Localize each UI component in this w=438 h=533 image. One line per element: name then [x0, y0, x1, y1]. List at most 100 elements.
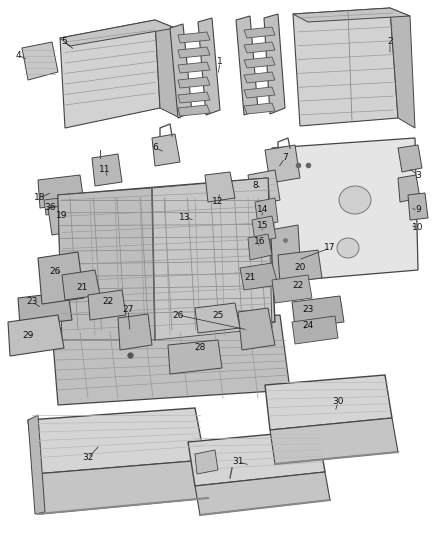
- Polygon shape: [152, 178, 272, 340]
- Polygon shape: [293, 8, 410, 22]
- Text: 26: 26: [49, 268, 61, 277]
- Text: 21: 21: [244, 273, 256, 282]
- Polygon shape: [178, 92, 210, 103]
- Polygon shape: [398, 175, 420, 202]
- Ellipse shape: [339, 186, 371, 214]
- Polygon shape: [240, 263, 278, 290]
- Polygon shape: [265, 375, 392, 430]
- Text: 10: 10: [412, 223, 424, 232]
- Text: 12: 12: [212, 198, 224, 206]
- Text: 6: 6: [152, 143, 158, 152]
- Polygon shape: [62, 270, 100, 300]
- Polygon shape: [22, 42, 58, 80]
- Text: 19: 19: [56, 211, 68, 220]
- Polygon shape: [270, 225, 302, 298]
- Polygon shape: [28, 408, 205, 474]
- Polygon shape: [178, 77, 210, 88]
- Polygon shape: [198, 18, 220, 115]
- Polygon shape: [168, 340, 222, 374]
- Polygon shape: [8, 315, 64, 356]
- Polygon shape: [178, 105, 210, 116]
- Polygon shape: [155, 20, 180, 118]
- Polygon shape: [60, 20, 160, 128]
- Polygon shape: [178, 32, 210, 43]
- Polygon shape: [255, 198, 278, 226]
- Polygon shape: [278, 250, 322, 283]
- Text: 16: 16: [254, 238, 266, 246]
- Polygon shape: [38, 175, 84, 208]
- Text: 23: 23: [302, 305, 314, 314]
- Polygon shape: [88, 290, 126, 320]
- Text: 4: 4: [15, 51, 21, 60]
- Polygon shape: [265, 145, 300, 183]
- Polygon shape: [48, 202, 94, 235]
- Text: 27: 27: [122, 305, 134, 314]
- Text: 30: 30: [332, 398, 344, 407]
- Polygon shape: [195, 472, 330, 515]
- Polygon shape: [44, 197, 70, 215]
- Polygon shape: [252, 216, 276, 242]
- Text: 31: 31: [232, 457, 244, 466]
- Polygon shape: [18, 292, 72, 326]
- Polygon shape: [272, 275, 312, 303]
- Polygon shape: [236, 16, 258, 115]
- Polygon shape: [58, 178, 275, 340]
- Polygon shape: [272, 138, 418, 282]
- Text: 3: 3: [415, 171, 421, 180]
- Text: 24: 24: [302, 320, 314, 329]
- Polygon shape: [118, 314, 152, 350]
- Text: 9: 9: [415, 206, 421, 214]
- Text: 29: 29: [22, 330, 34, 340]
- Polygon shape: [178, 62, 210, 73]
- Text: 28: 28: [194, 343, 206, 352]
- Polygon shape: [244, 87, 275, 98]
- Polygon shape: [152, 134, 180, 166]
- Polygon shape: [52, 315, 290, 405]
- Polygon shape: [244, 57, 275, 68]
- Polygon shape: [58, 188, 155, 340]
- Polygon shape: [195, 450, 218, 474]
- Polygon shape: [178, 47, 210, 58]
- Text: 5: 5: [61, 37, 67, 46]
- Polygon shape: [408, 193, 428, 220]
- Text: 11: 11: [99, 166, 111, 174]
- Polygon shape: [292, 296, 344, 328]
- Text: 32: 32: [82, 454, 94, 463]
- Text: 22: 22: [102, 297, 113, 306]
- Text: 17: 17: [324, 244, 336, 253]
- Polygon shape: [205, 172, 235, 202]
- Text: 22: 22: [293, 280, 304, 289]
- Polygon shape: [195, 303, 240, 333]
- Polygon shape: [293, 8, 398, 126]
- Text: 1: 1: [217, 58, 223, 67]
- Polygon shape: [264, 14, 285, 114]
- Polygon shape: [28, 415, 45, 514]
- Text: 2: 2: [387, 37, 393, 46]
- Text: 13: 13: [179, 214, 191, 222]
- Text: 15: 15: [257, 222, 269, 230]
- Text: 18: 18: [34, 193, 46, 203]
- Polygon shape: [292, 316, 338, 344]
- Polygon shape: [188, 430, 325, 486]
- Polygon shape: [60, 20, 175, 46]
- Polygon shape: [248, 170, 280, 206]
- Text: 21: 21: [76, 284, 88, 293]
- Polygon shape: [35, 460, 210, 514]
- Polygon shape: [92, 154, 122, 186]
- Text: 26: 26: [172, 311, 184, 319]
- Polygon shape: [170, 24, 192, 118]
- Polygon shape: [270, 418, 398, 464]
- Polygon shape: [244, 42, 275, 53]
- Polygon shape: [390, 8, 415, 128]
- Polygon shape: [244, 27, 275, 38]
- Text: 8: 8: [252, 181, 258, 190]
- Polygon shape: [248, 234, 272, 260]
- Text: 25: 25: [212, 311, 224, 319]
- Text: 23: 23: [26, 297, 38, 306]
- Text: 36: 36: [44, 204, 56, 213]
- Polygon shape: [238, 308, 275, 350]
- Text: 14: 14: [257, 206, 268, 214]
- Polygon shape: [244, 72, 275, 83]
- Text: 7: 7: [282, 154, 288, 163]
- Polygon shape: [38, 252, 84, 304]
